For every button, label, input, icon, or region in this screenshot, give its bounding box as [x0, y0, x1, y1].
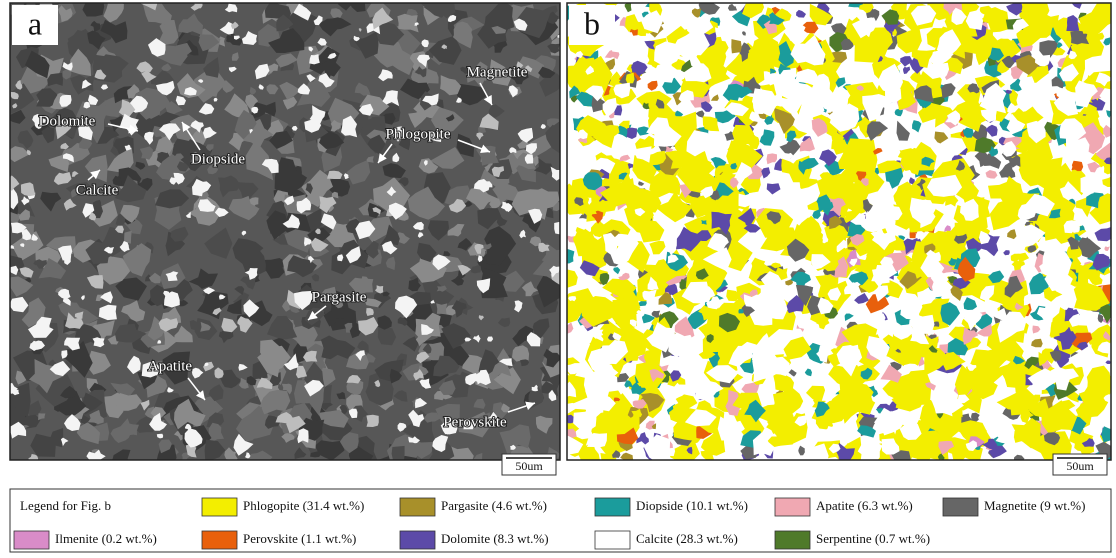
figure: a 50um b 50um Magnetite Dolomite Phlogopite Dio… [0, 0, 1116, 558]
legend-label: Pargasite (4.6 wt.%) [441, 498, 547, 513]
legend-swatch [14, 531, 49, 549]
legend-label: Serpentine (0.7 wt.%) [816, 531, 930, 546]
panel-label: b [584, 5, 600, 41]
legend-title: Legend for Fig. b [20, 498, 111, 513]
annotation: Diopside [191, 151, 246, 167]
legend-swatch [400, 531, 435, 549]
bright-grain [366, 308, 374, 316]
legend-label: Dolomite (8.3 wt.%) [441, 531, 549, 546]
legend-label: Diopside (10.1 wt.%) [636, 498, 748, 513]
legend-label: Perovskite (1.1 wt.%) [243, 531, 356, 546]
scale-bar-label: 50um [515, 459, 543, 473]
legend-swatch [775, 498, 810, 516]
legend-label: Magnetite (9 wt.%) [984, 498, 1085, 513]
legend-label: Ilmenite (0.2 wt.%) [55, 531, 157, 546]
legend-swatch [775, 531, 810, 549]
phase-grain [1071, 161, 1083, 171]
scale-bar-label: 50um [1066, 459, 1094, 473]
annotation: Apatite [148, 358, 192, 374]
grain [436, 303, 447, 314]
phase-map-b [552, 0, 1116, 476]
pore [911, 314, 935, 334]
grain [471, 265, 481, 273]
legend-label: Calcite (28.3 wt.%) [636, 531, 738, 546]
phase-grain [1101, 426, 1116, 442]
annotation: Perovskite [443, 414, 507, 430]
phase-grain [701, 220, 707, 225]
legend-swatch [202, 498, 237, 516]
legend-swatch [202, 531, 237, 549]
annotation: Pargasite [312, 289, 367, 305]
legend-label: Apatite (6.3 wt.%) [816, 498, 913, 513]
grain [392, 446, 405, 464]
phase-grain [731, 39, 741, 53]
phase-grain [626, 128, 637, 139]
legend-swatch [943, 498, 978, 516]
legend-swatch [595, 531, 630, 549]
legend-swatch [595, 498, 630, 516]
legend-swatch [400, 498, 435, 516]
annotation: Phlogopite [385, 126, 450, 142]
bright-grain [366, 415, 378, 427]
annotation: Dolomite [39, 113, 96, 129]
legend-label: Phlogopite (31.4 wt.%) [243, 498, 364, 513]
panel-label: a [28, 5, 42, 41]
annotation: Magnetite [467, 64, 528, 80]
annotation: Calcite [76, 182, 119, 198]
